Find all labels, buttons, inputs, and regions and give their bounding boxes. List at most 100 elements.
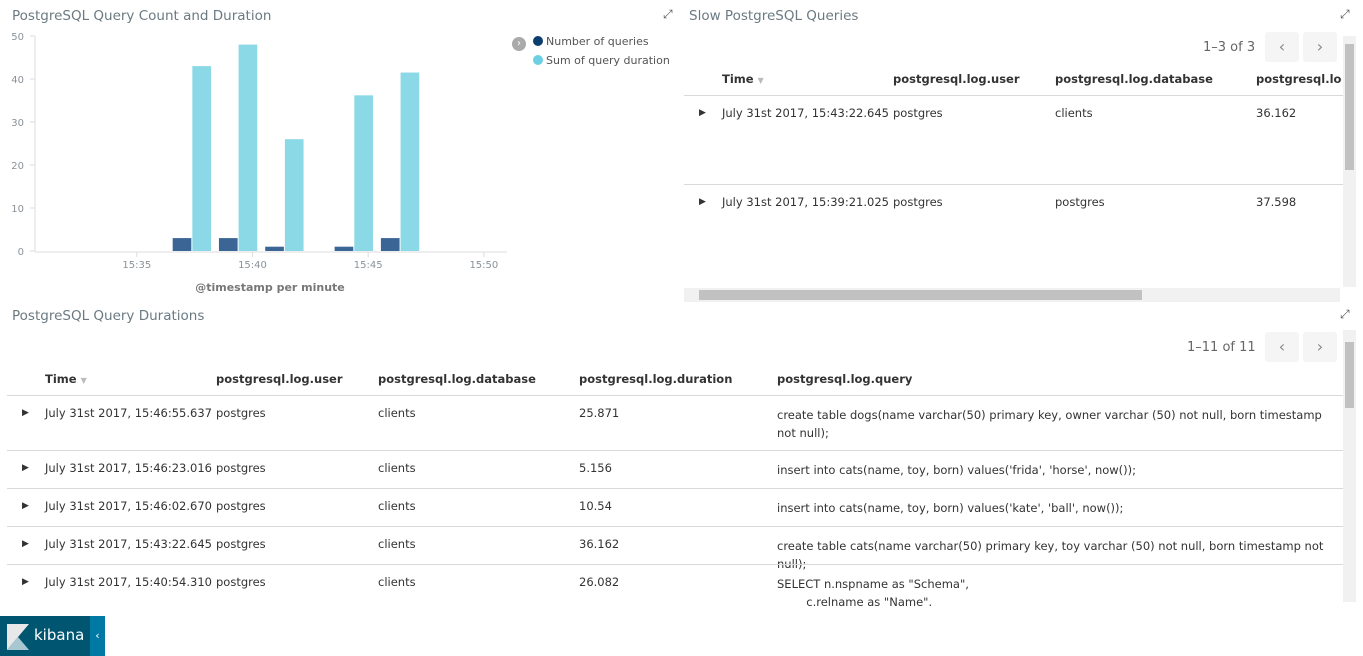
column-header-user[interactable]: postgresql.log.user (893, 72, 1020, 86)
table-cell: 25.871 (579, 406, 620, 420)
table-cell: postgres (216, 406, 266, 420)
table-cell: insert into cats(name, toy, born) values… (777, 501, 1124, 515)
table-cell: clients (378, 461, 416, 475)
table-cell: postgres (216, 537, 266, 551)
x-tick-label: 15:40 (238, 260, 267, 271)
table-cell: 5.156 (579, 461, 612, 475)
table-cell: 36.162 (579, 537, 620, 551)
pager-count: 1–11 of 11 (1187, 340, 1256, 355)
slow-panel-title: Slow PostgreSQL Queries (689, 8, 859, 24)
expand-row-icon[interactable]: ▶ (22, 501, 29, 511)
vertical-scrollbar[interactable] (1343, 36, 1356, 287)
y-tick-label: 40 (11, 75, 24, 86)
expand-icon[interactable]: ⤢ (663, 7, 673, 21)
vertical-scrollbar[interactable] (1343, 330, 1356, 602)
table-cell: postgres (893, 195, 943, 209)
divider (684, 95, 1343, 96)
column-header-database[interactable]: postgresql.log.database (1055, 72, 1213, 86)
bar-count-15:44 (334, 246, 354, 251)
table-cell: SELECT n.nspname as "Schema", c.relname … (777, 577, 969, 609)
table-cell: 26.082 (579, 575, 620, 589)
table-cell: July 31st 2017, 15:46:55.637 (45, 406, 212, 420)
durations-panel-title: PostgreSQL Query Durations (12, 308, 205, 324)
chart-panel-title: PostgreSQL Query Count and Duration (12, 8, 272, 24)
divider (7, 564, 1343, 565)
y-tick-label: 30 (11, 118, 24, 129)
bar-duration-15:37 (192, 66, 211, 251)
table-cell: postgres (1055, 195, 1105, 209)
expand-row-icon[interactable]: ▶ (22, 463, 29, 473)
sort-icon: ▼ (757, 76, 764, 85)
x-tick-label: 15:50 (469, 260, 498, 271)
y-tick-label: 10 (11, 204, 24, 215)
column-header-database[interactable]: postgresql.log.database (378, 372, 536, 386)
y-tick-label: 50 (11, 32, 24, 43)
table-cell: create table cats(name varchar(50) prima… (777, 539, 1328, 571)
column-header-time[interactable]: Time ▼ (45, 372, 87, 386)
divider (7, 526, 1343, 527)
column-header-query[interactable]: postgresql.log.query (777, 372, 913, 386)
table-cell: clients (378, 537, 416, 551)
pager-count: 1–3 of 3 (1203, 40, 1256, 55)
expand-row-icon[interactable]: ▶ (22, 577, 29, 587)
brand-name: kibana (34, 626, 85, 644)
column-header-time[interactable]: Time ▼ (722, 72, 764, 86)
sort-icon: ▼ (80, 376, 87, 385)
table-cell: July 31st 2017, 15:46:23.016 (45, 461, 212, 475)
table-cell: July 31st 2017, 15:39:21.025 (722, 195, 889, 209)
y-tick-label: 20 (11, 161, 24, 172)
y-tick-label: 0 (18, 247, 24, 258)
table-cell: clients (378, 406, 416, 420)
expand-row-icon[interactable]: ▶ (699, 108, 706, 118)
scrollbar-thumb[interactable] (699, 290, 1142, 300)
bar-duration-15:39 (238, 44, 258, 251)
table-cell: July 31st 2017, 15:40:54.310 (45, 575, 212, 589)
bar-duration-15:41 (284, 139, 304, 251)
expand-row-icon[interactable]: ▶ (22, 539, 29, 549)
bar-count-15:37 (172, 238, 192, 251)
bar-duration-15:46 (400, 72, 420, 251)
table-cell: 10.54 (579, 499, 612, 513)
legend-label: Number of queries (546, 35, 649, 48)
column-header-duration[interactable]: postgresql.log. (1256, 72, 1342, 86)
table-cell: postgres (893, 106, 943, 120)
collapse-sidebar-button[interactable]: ‹ (90, 616, 105, 656)
table-cell: postgres (216, 461, 266, 475)
table-cell: July 31st 2017, 15:43:22.645 (722, 106, 889, 120)
scrollbar-thumb[interactable] (1345, 342, 1354, 408)
scrollbar-thumb[interactable] (1345, 44, 1354, 170)
x-tick-label: 15:35 (122, 260, 151, 271)
expand-icon[interactable]: ⤢ (1340, 7, 1350, 21)
x-tick-label: 15:45 (354, 260, 383, 271)
expand-row-icon[interactable]: ▶ (22, 408, 29, 418)
divider (7, 450, 1343, 451)
expand-row-icon[interactable]: ▶ (699, 197, 706, 207)
legend-toggle-icon[interactable]: › (512, 37, 526, 51)
legend-item-duration[interactable]: Sum of query duration (533, 54, 670, 67)
legend-item-count[interactable]: Number of queries (533, 35, 649, 48)
prev-page-button[interactable]: ‹ (1265, 332, 1299, 362)
legend-label: Sum of query duration (546, 54, 670, 67)
expand-icon[interactable]: ⤢ (1340, 307, 1350, 321)
table-cell: clients (378, 575, 416, 589)
table-cell: July 31st 2017, 15:46:02.670 (45, 499, 212, 513)
table-cell: clients (378, 499, 416, 513)
next-page-button[interactable]: › (1303, 332, 1337, 362)
table-cell: create table dogs(name varchar(50) prima… (777, 408, 1326, 440)
bar-count-15:46 (380, 238, 400, 251)
divider (684, 184, 1343, 185)
kibana-logo[interactable]: kibana ‹ (0, 616, 105, 656)
table-cell: postgres (216, 499, 266, 513)
table-cell: clients (1055, 106, 1093, 120)
legend-dot (533, 55, 543, 65)
bar-duration-15:44 (354, 95, 373, 251)
table-cell: postgres (216, 575, 266, 589)
prev-page-button[interactable]: ‹ (1265, 32, 1299, 62)
table-cell: insert into cats(name, toy, born) values… (777, 463, 1137, 477)
table-cell: 37.598 (1256, 195, 1297, 209)
next-page-button[interactable]: › (1303, 32, 1337, 62)
column-header-duration[interactable]: postgresql.log.duration (579, 372, 733, 386)
horizontal-scrollbar[interactable] (684, 288, 1340, 302)
column-header-user[interactable]: postgresql.log.user (216, 372, 343, 386)
x-axis-label: @timestamp per minute (195, 281, 345, 294)
